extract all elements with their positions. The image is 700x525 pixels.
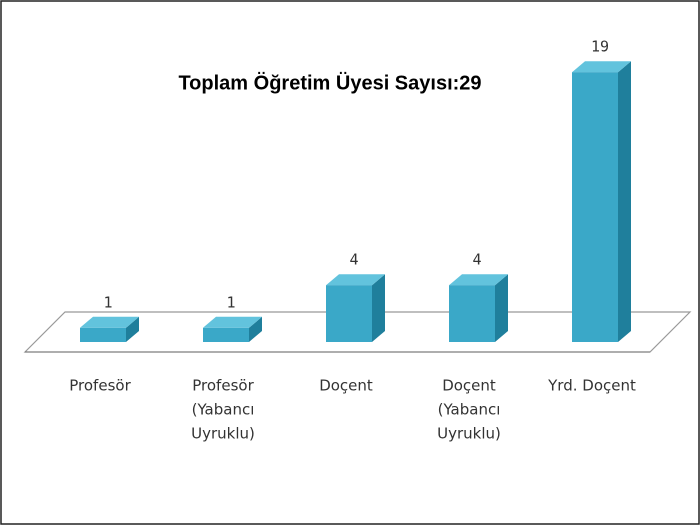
x-tick-label: (Yabancı: [438, 401, 501, 419]
bar: [572, 72, 618, 342]
value-label: 19: [591, 38, 609, 56]
bar: [449, 285, 495, 342]
x-tick-label: Uyruklu): [191, 425, 255, 443]
bar-top: [203, 316, 262, 328]
bar-top: [572, 61, 631, 73]
bar-side: [372, 274, 385, 342]
value-label: 4: [349, 251, 358, 269]
bar-top: [326, 274, 385, 286]
value-label: 1: [103, 293, 112, 311]
bar-side: [495, 274, 508, 342]
bar-top: [80, 316, 139, 328]
value-label: 1: [226, 293, 235, 311]
bar-side: [126, 316, 139, 342]
bar-top: [449, 274, 508, 286]
bar-side: [249, 316, 262, 342]
x-tick-label: Doçent: [319, 377, 373, 395]
x-tick-label: Doçent: [442, 377, 496, 395]
bar-side: [618, 61, 631, 342]
x-tick-label: Uyruklu): [437, 425, 501, 443]
x-tick-label: Yrd. Doçent: [547, 377, 636, 395]
bar: [203, 327, 249, 342]
x-tick-label: (Yabancı: [192, 401, 255, 419]
value-label: 4: [472, 251, 481, 269]
x-tick-label: Profesör: [69, 377, 131, 395]
chart-title: Toplam Öğretim Üyesi Sayısı:29: [178, 71, 481, 94]
bar: [326, 285, 372, 342]
bar: [80, 327, 126, 342]
x-tick-label: Profesör: [192, 377, 254, 395]
